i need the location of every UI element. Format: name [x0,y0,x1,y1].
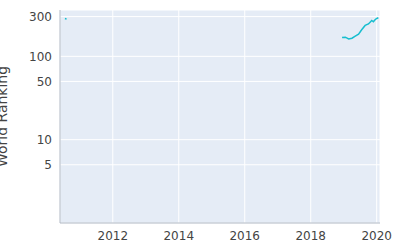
svg-text:300: 300 [29,10,52,24]
svg-text:2014: 2014 [163,229,194,243]
svg-text:2018: 2018 [295,229,326,243]
svg-text:World Ranking: World Ranking [8,66,10,167]
svg-text:10: 10 [37,133,52,147]
svg-text:50: 50 [37,75,52,89]
svg-text:5: 5 [44,158,52,172]
svg-text:2020: 2020 [361,229,392,243]
svg-text:2016: 2016 [229,229,260,243]
svg-text:2012: 2012 [98,229,129,243]
svg-text:100: 100 [29,50,52,64]
